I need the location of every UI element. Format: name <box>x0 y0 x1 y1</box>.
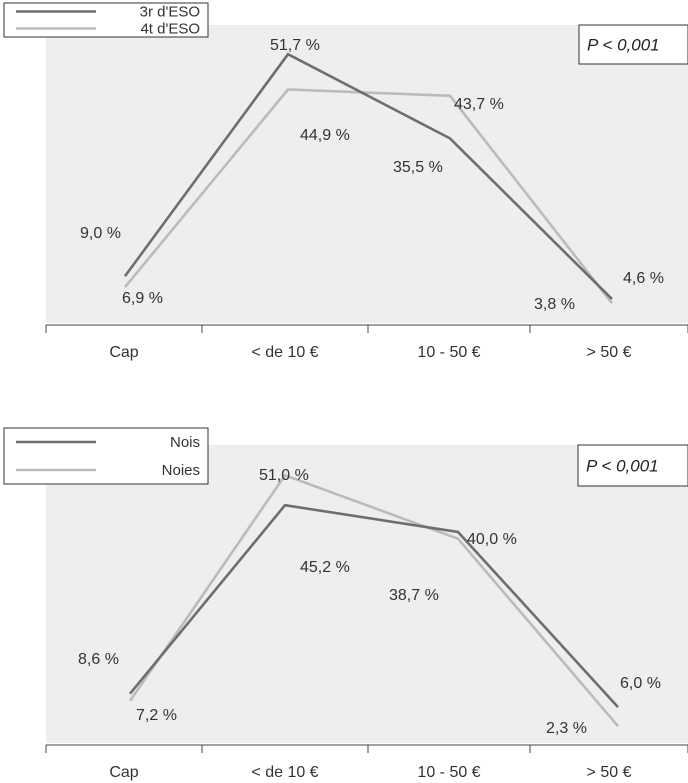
data-label: 44,9 % <box>300 127 350 144</box>
data-label: 51,0 % <box>259 467 309 484</box>
data-label: 38,7 % <box>389 587 439 604</box>
plot-background <box>46 445 688 743</box>
x-tick-label: Cap <box>109 344 138 361</box>
series-line-light <box>128 473 619 728</box>
x-tick-label: > 50 € <box>587 344 632 361</box>
legend-label: 3r d'ESO <box>140 4 200 21</box>
series-line-dark <box>128 503 619 708</box>
data-label: 6,9 % <box>122 290 163 307</box>
plot-background <box>46 25 688 323</box>
data-label: 3,8 % <box>534 296 575 313</box>
chart-2-svg: Cap < de 10 € 10 - 50 € > 50 € 8,6 % 45,2 % 40… <box>3 427 688 781</box>
chart-1-svg: Cap < de 10 € 10 - 50 € > 50 € 9,0 % 51,7 % 35… <box>3 2 688 361</box>
annotation-p-value: P < 0,001 <box>587 36 660 55</box>
x-tick-label: < de 10 € <box>251 344 318 361</box>
legend-box <box>3 2 209 38</box>
legend-label: 4t d'ESO <box>140 21 200 38</box>
x-tick-label: < de 10 € <box>251 764 318 781</box>
data-label: 2,3 % <box>546 720 587 737</box>
legend-label: Nois <box>170 434 200 451</box>
data-label: 51,7 % <box>270 37 320 54</box>
chart-school-year: Cap < de 10 € 10 - 50 € > 50 € 9,0 % 51,7 % 35… <box>3 2 688 361</box>
x-tick-label: 10 - 50 € <box>417 764 480 781</box>
data-label: 40,0 % <box>467 531 517 548</box>
data-label: 45,2 % <box>300 559 350 576</box>
chart-gender: Cap < de 10 € 10 - 50 € > 50 € 8,6 % 45,2 % 40… <box>0 392 688 783</box>
series-line-dark <box>123 52 613 301</box>
annotation-box <box>578 24 688 65</box>
x-tick-label: Cap <box>109 764 138 781</box>
data-label: 8,6 % <box>78 651 119 668</box>
data-label: 43,7 % <box>454 96 504 113</box>
annotation-p-value: P < 0,001 <box>586 457 659 476</box>
annotation-box <box>577 444 688 487</box>
x-tick-label: 10 - 50 € <box>417 344 480 361</box>
series-line-light <box>123 88 614 305</box>
legend-box <box>3 427 209 485</box>
data-label: 6,0 % <box>620 675 661 692</box>
legend-label: Noies <box>162 462 200 479</box>
data-label: 9,0 % <box>80 225 121 242</box>
data-label: 35,5 % <box>393 159 443 176</box>
data-label: 7,2 % <box>136 707 177 724</box>
data-label: 4,6 % <box>623 270 664 287</box>
x-tick-label: > 50 € <box>587 764 632 781</box>
